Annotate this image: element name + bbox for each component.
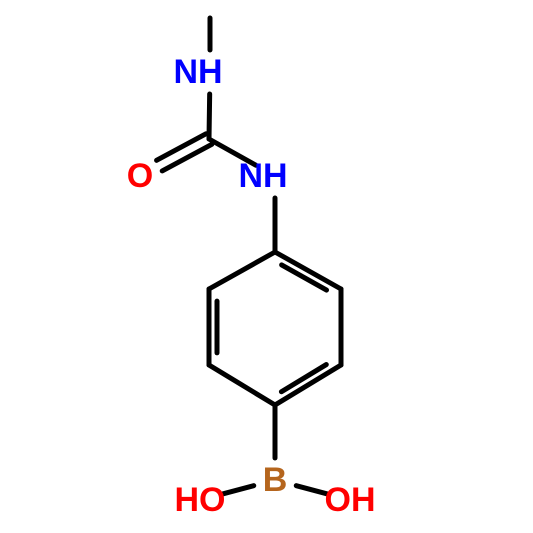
atom-label-O1: O [127, 157, 153, 195]
atom-label-OH_R: OH [324, 481, 375, 519]
atom-label-B: B [263, 461, 288, 499]
molecule-diagram: NH O NH B HO OH [0, 0, 533, 533]
atom-label-N2: NH [238, 157, 287, 195]
atom-label-N1: NH [173, 53, 222, 91]
atom-label-OH_L: HO [174, 481, 225, 519]
